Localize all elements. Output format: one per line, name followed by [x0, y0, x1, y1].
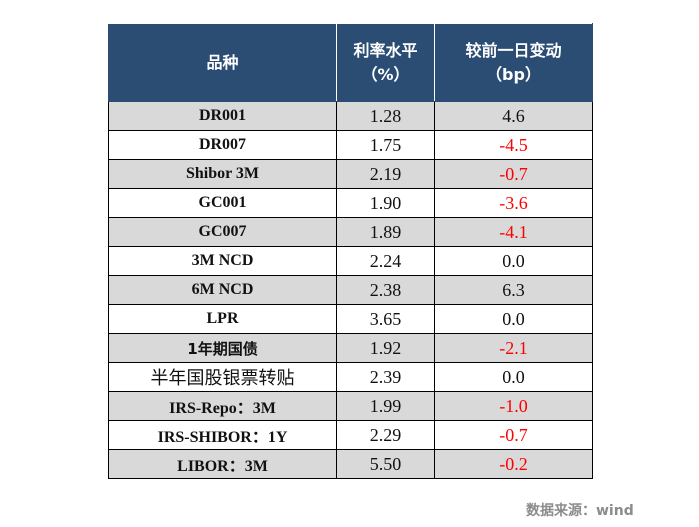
row-change: -3.6	[434, 188, 593, 218]
table-row: LPR 3.65 0.0	[108, 304, 593, 334]
row-name: Shibor 3M	[108, 159, 337, 189]
row-change: -1.0	[434, 391, 593, 421]
row-name: IRS-SHIBOR：1Y	[108, 420, 337, 450]
table-row: 6M NCD 2.38 6.3	[108, 275, 593, 305]
row-change: 0.0	[434, 246, 593, 276]
row-change: 6.3	[434, 275, 593, 305]
table-row: GC001 1.90 -3.6	[108, 188, 593, 218]
row-name: DR007	[108, 130, 337, 160]
table-row: Shibor 3M 2.19 -0.7	[108, 159, 593, 189]
row-name: GC007	[108, 217, 337, 247]
row-rate: 1.99	[336, 391, 435, 421]
row-rate: 1.92	[336, 333, 435, 363]
row-change: 4.6	[434, 101, 593, 131]
row-name: GC001	[108, 188, 337, 218]
table-row: DR001 1.28 4.6	[108, 101, 593, 131]
table-row: GC007 1.89 -4.1	[108, 217, 593, 247]
row-change: -4.5	[434, 130, 593, 160]
row-name: 6M NCD	[108, 275, 337, 305]
row-change: 0.0	[434, 362, 593, 392]
row-name: 1年期国债	[108, 333, 337, 363]
row-rate: 3.65	[336, 304, 435, 334]
rate-table: 品种 利率水平 （%） 较前一日变动 （bp） DR001 1.28 4.6 D…	[108, 23, 593, 479]
row-name: 半年国股银票转贴	[108, 362, 337, 392]
row-rate: 2.29	[336, 420, 435, 450]
header-rate: 利率水平 （%）	[336, 23, 435, 102]
row-name: IRS-Repo：3M	[108, 391, 337, 421]
row-change: -0.7	[434, 420, 593, 450]
row-rate: 1.75	[336, 130, 435, 160]
row-rate: 2.19	[336, 159, 435, 189]
row-name: DR001	[108, 101, 337, 131]
row-rate: 5.50	[336, 449, 435, 479]
row-change: -2.1	[434, 333, 593, 363]
table-row: DR007 1.75 -4.5	[108, 130, 593, 160]
row-name: LIBOR：3M	[108, 449, 337, 479]
header-name-label: 品种	[206, 52, 239, 72]
table-row: 1年期国债 1.92 -2.1	[108, 333, 593, 363]
table-row: 3M NCD 2.24 0.0	[108, 246, 593, 276]
row-rate: 2.24	[336, 246, 435, 276]
row-name: 3M NCD	[108, 246, 337, 276]
header-rate-line1: 利率水平	[353, 40, 418, 60]
data-source-note: 数据来源：wind	[526, 503, 634, 519]
row-change: -4.1	[434, 217, 593, 247]
table-row: IRS-Repo：3M 1.99 -1.0	[108, 391, 593, 421]
row-change: -0.7	[434, 159, 593, 189]
row-change: -0.2	[434, 449, 593, 479]
row-rate: 2.39	[336, 362, 435, 392]
row-rate: 1.28	[336, 101, 435, 131]
header-change: 较前一日变动 （bp）	[434, 23, 593, 102]
row-rate: 2.38	[336, 275, 435, 305]
header-name: 品种	[108, 23, 337, 102]
row-rate: 1.89	[336, 217, 435, 247]
table-header-row: 品种 利率水平 （%） 较前一日变动 （bp）	[108, 23, 593, 102]
table-row: 半年国股银票转贴 2.39 0.0	[108, 362, 593, 392]
row-change: 0.0	[434, 304, 593, 334]
header-change-line1: 较前一日变动	[465, 40, 562, 60]
table-row: LIBOR：3M 5.50 -0.2	[108, 449, 593, 479]
header-rate-line2: （%）	[361, 64, 410, 84]
header-change-line2: （bp）	[486, 64, 541, 84]
table-row: IRS-SHIBOR：1Y 2.29 -0.7	[108, 420, 593, 450]
row-name: LPR	[108, 304, 337, 334]
row-rate: 1.90	[336, 188, 435, 218]
